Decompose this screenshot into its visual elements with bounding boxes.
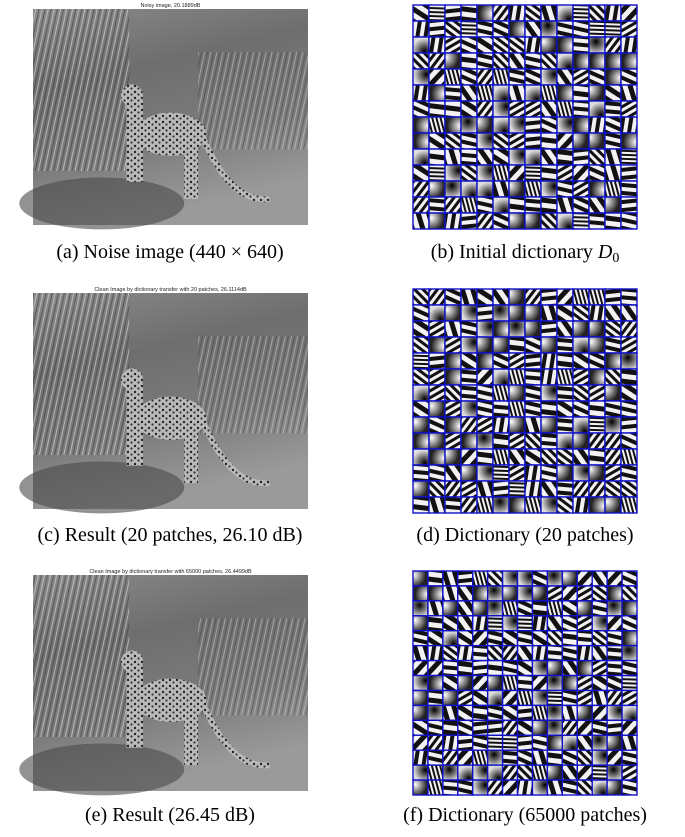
caption: (a) Noise image (440 × 640) [56, 241, 283, 263]
caption-text: (d) Dictionary (20 patches) [416, 524, 633, 546]
dictionary-grid [413, 571, 637, 795]
caption-text: (e) Result (26.45 dB) [85, 804, 255, 826]
result-image [19, 9, 308, 229]
caption-text: (c) Result (20 patches, 26.10 dB) [38, 524, 303, 546]
dictionary-grid [413, 5, 637, 229]
figure: Noisy image, 20.1889dB (a) Noise image (4… [0, 0, 685, 837]
caption-text: (a) Noise image (440 × 640) [56, 241, 283, 263]
caption-text: (b) Initial dictionary [431, 241, 598, 263]
caption: (f) Dictionary (65000 patches) [403, 804, 647, 826]
caption-text: (f) Dictionary (65000 patches) [403, 804, 647, 826]
result-image [19, 575, 308, 795]
dictionary-grid [413, 289, 637, 513]
caption: (c) Result (20 patches, 26.10 dB) [38, 524, 303, 546]
image-title: Clean Image by dictionary transfer with … [94, 287, 247, 293]
image-title: Noisy image, 20.1889dB [141, 3, 201, 9]
caption-subscript: 0 [612, 251, 619, 266]
caption: (d) Dictionary (20 patches) [416, 524, 633, 546]
figure-page: {"figure": {"panels": [ {"title": "Noisy… [0, 0, 685, 837]
caption: (e) Result (26.45 dB) [85, 804, 255, 826]
result-image [19, 293, 308, 513]
caption-math: D [597, 241, 613, 263]
caption: (b) Initial dictionary D0 [431, 241, 620, 266]
image-title: Clean Image by dictionary transfer with … [89, 569, 252, 575]
